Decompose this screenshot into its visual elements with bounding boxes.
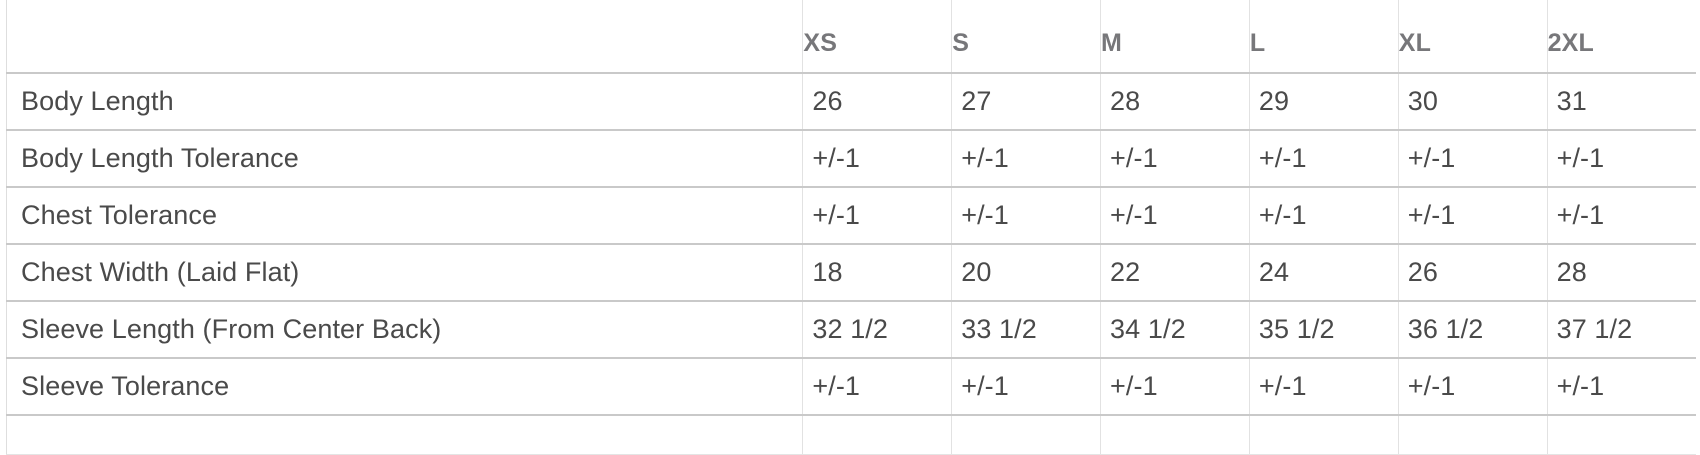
cell-value: 28 [1546, 244, 1696, 302]
cell-value: +/-1 [1397, 130, 1548, 188]
cell-value: 26 [802, 73, 952, 131]
row-label: Sleeve Tolerance [5, 358, 803, 415]
table-row: Body Length Tolerance +/-1 +/-1 +/-1 +/-… [5, 130, 1696, 188]
cell-value: 29 [1248, 73, 1399, 131]
row-label: Sleeve Length (From Center Back) [5, 301, 803, 359]
row-label: Chest Tolerance [5, 187, 803, 245]
cell-value: +/-1 [802, 187, 952, 245]
footer-spacer [951, 414, 1101, 455]
cell-value: 24 [1248, 244, 1399, 302]
cell-value: +/-1 [1397, 358, 1548, 415]
size-header-s: S [951, 0, 1101, 74]
cell-value: +/-1 [1397, 187, 1548, 245]
cell-value: +/-1 [1546, 358, 1696, 415]
table-row: Body Length 26 27 28 29 30 31 [5, 73, 1696, 131]
cell-value: +/-1 [1546, 130, 1696, 188]
cell-value: 30 [1397, 73, 1548, 131]
cell-value: +/-1 [951, 358, 1101, 415]
cell-value: 32 1/2 [802, 301, 952, 359]
header-row: XS S M L XL 2XL [5, 0, 1696, 74]
table-row: Chest Tolerance +/-1 +/-1 +/-1 +/-1 +/-1… [5, 187, 1696, 245]
cell-value: 22 [1100, 244, 1250, 302]
row-label: Body Length Tolerance [5, 130, 803, 188]
cell-value: 36 1/2 [1397, 301, 1548, 359]
footer-spacer [1397, 414, 1548, 455]
size-header-m: M [1100, 0, 1250, 74]
footer-spacer [5, 414, 803, 455]
table-row: Chest Width (Laid Flat) 18 20 22 24 26 2… [5, 244, 1696, 302]
cell-value: 28 [1100, 73, 1250, 131]
table-foot [5, 414, 1696, 455]
size-chart-table: XS S M L XL 2XL Body Length 26 27 28 29 … [5, 0, 1696, 455]
cell-value: 31 [1546, 73, 1696, 131]
cell-value: 35 1/2 [1248, 301, 1399, 359]
footer-spacer [1546, 414, 1696, 455]
cell-value: +/-1 [1248, 358, 1399, 415]
cell-value: 37 1/2 [1546, 301, 1696, 359]
cell-value: +/-1 [951, 187, 1101, 245]
table-body: Body Length 26 27 28 29 30 31 Body Lengt… [5, 73, 1696, 415]
cell-value: +/-1 [1100, 358, 1250, 415]
measurement-column-header [5, 0, 803, 74]
table-row: Sleeve Tolerance +/-1 +/-1 +/-1 +/-1 +/-… [5, 358, 1696, 415]
cell-value: 34 1/2 [1100, 301, 1250, 359]
cell-value: +/-1 [1100, 187, 1250, 245]
cell-value: 33 1/2 [951, 301, 1101, 359]
size-header-2xl: 2XL [1546, 0, 1696, 74]
row-label: Body Length [5, 73, 803, 131]
cell-value: 18 [802, 244, 952, 302]
table-footer-row [5, 414, 1696, 455]
cell-value: +/-1 [802, 130, 952, 188]
footer-spacer [1248, 414, 1399, 455]
cell-value: +/-1 [802, 358, 952, 415]
cell-value: 26 [1397, 244, 1548, 302]
footer-spacer [1100, 414, 1250, 455]
row-label: Chest Width (Laid Flat) [5, 244, 803, 302]
cell-value: +/-1 [1248, 187, 1399, 245]
cell-value: 20 [951, 244, 1101, 302]
size-header-xl: XL [1397, 0, 1548, 74]
table-row: Sleeve Length (From Center Back) 32 1/2 … [5, 301, 1696, 359]
cell-value: +/-1 [951, 130, 1101, 188]
footer-spacer [802, 414, 952, 455]
size-header-xs: XS [802, 0, 952, 74]
cell-value: +/-1 [1100, 130, 1250, 188]
cell-value: +/-1 [1248, 130, 1399, 188]
size-header-l: L [1248, 0, 1399, 74]
cell-value: 27 [951, 73, 1101, 131]
cell-value: +/-1 [1546, 187, 1696, 245]
table-head: XS S M L XL 2XL [5, 0, 1696, 74]
